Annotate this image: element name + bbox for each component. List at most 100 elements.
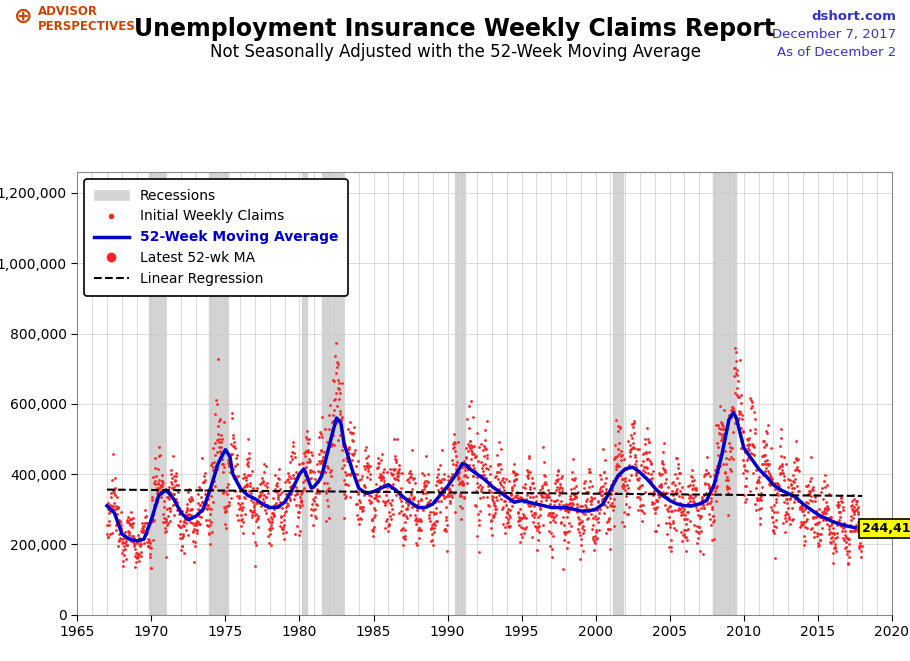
Point [235,514,249,525]
Point [316,459,330,469]
Point [588,538,602,549]
Point [455,479,470,490]
Point [329,401,344,411]
Point [759,426,774,437]
Point [436,469,450,479]
Point [798,516,813,526]
Point [614,481,629,491]
Point [803,475,817,486]
Point [186,525,200,536]
Point [437,525,451,535]
Point [774,432,788,443]
Point [440,471,455,481]
Point [553,518,568,528]
Point [154,480,168,490]
Point [497,495,511,506]
Point [637,487,652,498]
Point [219,500,234,511]
Point [207,475,221,486]
Point [261,524,276,535]
Point [308,473,322,484]
Point [702,483,716,493]
Point [765,505,780,516]
Point [215,453,229,464]
Point [369,491,383,502]
Point [170,504,185,514]
Point [714,424,729,434]
Point [446,459,460,469]
Point [802,486,816,496]
Point [571,524,585,535]
Point [703,471,717,481]
Point [362,469,377,479]
Point [478,442,492,453]
Point [450,456,464,467]
Point [784,480,799,490]
Point [193,484,207,494]
Point [788,464,803,475]
Point [253,490,268,501]
Point [788,473,803,484]
Point [605,484,620,494]
Point [675,492,690,502]
Point [178,518,193,528]
Point [175,506,189,516]
Point [155,476,169,486]
Point [617,454,632,465]
Point [799,523,814,533]
Point [268,483,282,494]
Point [390,471,405,481]
Point [179,510,194,520]
Point [278,488,293,499]
Point [722,438,736,448]
Point [389,453,403,464]
Point [733,407,748,418]
Point [519,494,533,504]
Point [685,471,700,482]
Point [738,481,753,491]
Point [832,500,846,510]
Point [343,461,358,471]
Point [683,491,698,502]
Point [300,434,315,445]
Point [691,504,705,515]
Point [433,460,448,471]
Point [350,510,365,520]
Point [156,508,170,519]
Point [814,512,828,522]
Point [166,451,180,461]
Point [770,506,784,517]
Point [392,493,407,504]
Point [423,516,438,526]
Point [647,504,662,514]
Point [723,451,738,462]
Point [222,457,237,467]
Point [231,479,246,490]
Point [188,525,203,535]
Point [612,461,627,471]
Point [294,496,308,507]
Point [807,527,822,537]
Point [208,459,223,470]
Point [597,467,612,477]
Point [282,457,297,467]
Point [344,455,359,465]
Point [462,443,477,453]
Point [526,517,541,527]
Point [824,527,839,538]
Point [534,481,549,492]
Point [658,467,672,477]
Point [484,490,499,501]
Point [853,524,867,534]
Point [595,486,610,496]
Point [427,509,441,520]
Point [196,501,210,512]
Point [216,467,230,478]
Point [119,539,134,550]
Point [727,363,742,373]
Point [724,443,739,453]
Point [789,453,804,463]
Point [601,496,615,507]
Point [744,397,759,407]
Point [793,503,807,514]
